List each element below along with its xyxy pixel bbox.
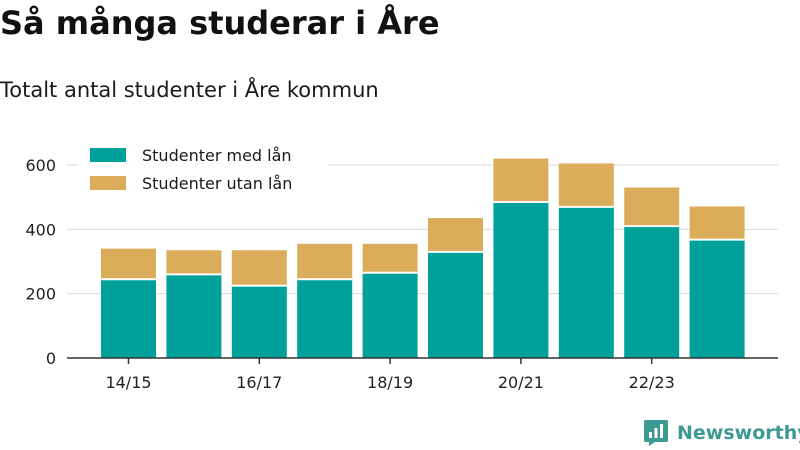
- bar-med-lan-7: [558, 206, 614, 358]
- x-tick-label: 14/15: [105, 373, 151, 392]
- y-tick-label: 0: [46, 349, 56, 368]
- y-tick-label: 200: [25, 285, 56, 304]
- bar-utan-lan-3: [297, 243, 353, 280]
- bar-utan-lan-9: [689, 206, 745, 240]
- chart-subtitle: Totalt antal studenter i Åre kommun: [0, 78, 379, 102]
- bar-utan-lan-0: [101, 248, 156, 280]
- bar-med-lan-8: [624, 226, 680, 358]
- bar-med-lan-1: [166, 274, 222, 358]
- x-tick-label: 18/19: [367, 373, 413, 392]
- legend-swatch: [90, 176, 126, 190]
- legend-swatch: [90, 148, 126, 162]
- bar-med-lan-6: [493, 201, 549, 358]
- chart-title: Så många studerar i Åre: [0, 4, 440, 42]
- legend-label: Studenter med lån: [142, 146, 292, 165]
- bar-med-lan-2: [231, 285, 287, 358]
- x-tick-label: 20/21: [498, 373, 544, 392]
- newsworthy-logo-icon: [644, 420, 668, 446]
- bar-utan-lan-8: [624, 187, 680, 227]
- bar-utan-lan-6: [493, 158, 549, 202]
- brand-logo: Newsworthy: [643, 418, 800, 448]
- bar-utan-lan-2: [231, 250, 287, 286]
- bar-med-lan-9: [689, 239, 745, 358]
- bar-med-lan-4: [362, 272, 418, 358]
- x-tick-label: 22/23: [629, 373, 675, 392]
- x-axis-ticks: 14/15 16/17 18/19 20/21 22/23: [105, 358, 675, 392]
- x-tick-label: 16/17: [236, 373, 282, 392]
- bar-chart: 14/15 16/17 18/19 20/21 22/23 0 200 400 600 Stu…: [25, 138, 778, 392]
- bar-utan-lan-7: [558, 163, 614, 207]
- y-tick-label: 400: [25, 220, 56, 239]
- bar-utan-lan-4: [362, 243, 418, 273]
- legend: Studenter med lån Studenter utan lån: [78, 138, 328, 200]
- bar-utan-lan-1: [166, 250, 222, 275]
- bar-med-lan-5: [428, 251, 483, 358]
- brand-name: Newsworthy: [677, 422, 800, 444]
- bars: [101, 158, 745, 358]
- y-tick-label: 600: [25, 156, 56, 175]
- bar-med-lan-3: [297, 279, 353, 358]
- y-axis-ticks: 0 200 400 600: [25, 156, 56, 368]
- bar-med-lan-0: [101, 279, 156, 358]
- legend-label: Studenter utan lån: [142, 174, 292, 193]
- bar-utan-lan-5: [428, 218, 483, 252]
